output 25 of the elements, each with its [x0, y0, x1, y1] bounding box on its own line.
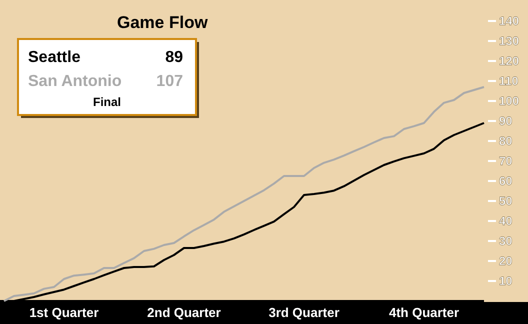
y-tick-label: 10 — [499, 274, 513, 288]
y-tick-label: 140 — [499, 14, 520, 28]
y-tick-label: 110 — [499, 74, 519, 88]
y-tick-label: 30 — [499, 234, 513, 248]
y-tick-label: 90 — [499, 114, 513, 128]
x-tick-label: 2nd Quarter — [147, 305, 221, 320]
y-tick-label: 70 — [499, 154, 513, 168]
text: Seattle — [28, 49, 81, 66]
x-tick-label: 1st Quarter — [29, 305, 99, 320]
x-tick-label: 3rd Quarter — [268, 305, 340, 320]
x-tick-label: 4th Quarter — [388, 305, 460, 320]
y-tick-label: 120 — [499, 54, 520, 68]
annotation: Final — [92, 95, 122, 109]
line-series — [3, 86, 485, 302]
y-tick-label: 50 — [499, 194, 513, 208]
annotation: 89 — [165, 49, 184, 66]
annotation: 107 — [156, 73, 184, 90]
y-tick-label: 40 — [499, 214, 513, 228]
y-tick-label: 80 — [499, 134, 513, 148]
text: San Antonio — [28, 73, 122, 90]
y-tick-label: 130 — [499, 34, 520, 48]
text: Game Flow — [117, 13, 208, 32]
y-tick-label: 60 — [499, 174, 513, 188]
y-tick-label: 20 — [499, 254, 513, 268]
y-tick-label: 100 — [499, 94, 520, 108]
